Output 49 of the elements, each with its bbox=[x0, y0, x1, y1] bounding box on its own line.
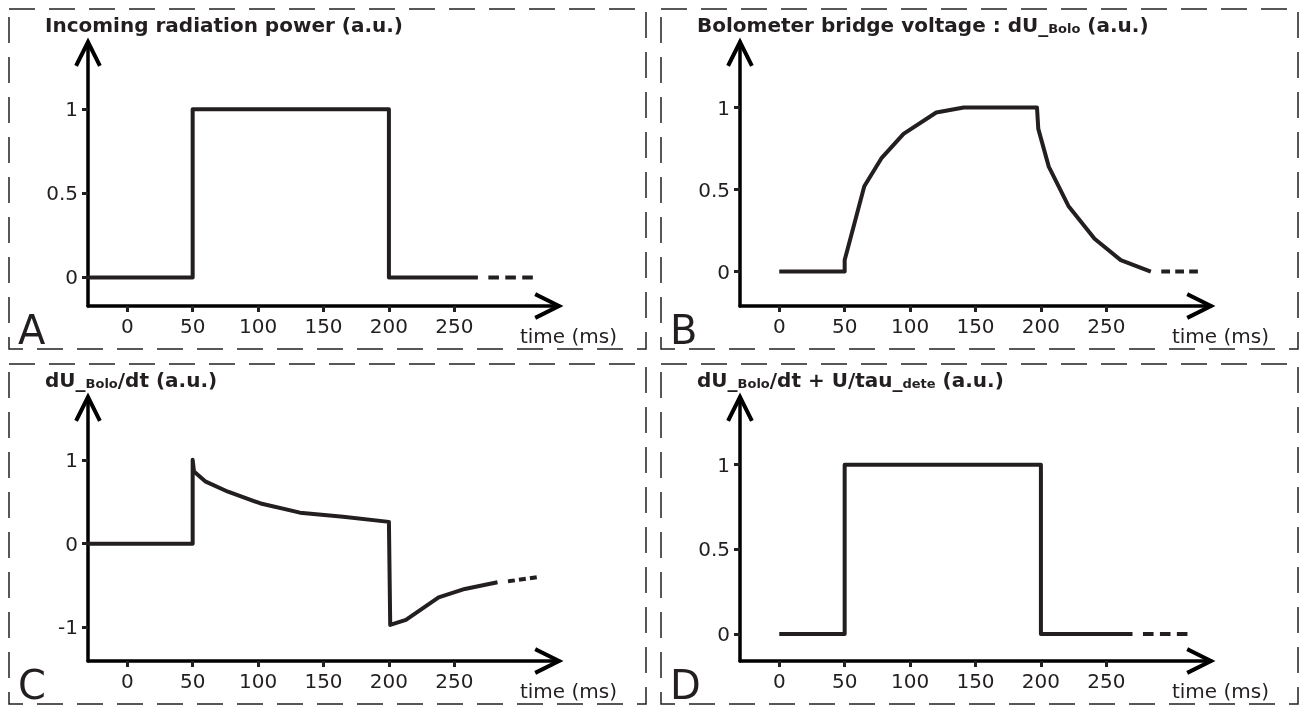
x-tick-label: 100 bbox=[890, 314, 930, 338]
x-tick-label: 200 bbox=[1021, 314, 1061, 338]
x-tick-label: 150 bbox=[956, 314, 995, 338]
x-tick-label: 150 bbox=[304, 669, 343, 693]
x-tick-label: 150 bbox=[956, 669, 995, 693]
chart-title: dU_Bolo/dt + U/tau_dete (a.u.) bbox=[697, 368, 1004, 392]
text: A bbox=[18, 307, 46, 353]
y-tick-label: -1 bbox=[58, 615, 78, 640]
x-tick-label: 100 bbox=[890, 669, 930, 693]
chart-title: Incoming radiation power (a.u.) bbox=[45, 13, 404, 37]
chart-title: Bolometer bridge voltage : dU_Bolo (a.u.) bbox=[697, 13, 1149, 37]
x-tick-label: 150 bbox=[304, 314, 343, 338]
x-tick-label: 50 bbox=[179, 669, 206, 693]
x-tick-label: 250 bbox=[1087, 314, 1126, 338]
text: D bbox=[670, 662, 701, 708]
x-tick-label: 50 bbox=[831, 669, 858, 693]
x-axis-title: time (ms) bbox=[519, 679, 618, 703]
x-tick-label: 250 bbox=[1087, 669, 1126, 693]
x-tick-label: 50 bbox=[831, 314, 858, 338]
x-axis-title: time (ms) bbox=[1171, 679, 1270, 703]
x-tick-label: 50 bbox=[179, 314, 206, 338]
y-tick-label: 1 bbox=[717, 95, 730, 120]
y-tick-label: 0.5 bbox=[698, 177, 730, 202]
x-axis-title: time (ms) bbox=[519, 324, 618, 348]
text: C bbox=[18, 662, 46, 708]
x-tick-label: 250 bbox=[435, 669, 474, 693]
x-tick-label: 0 bbox=[120, 314, 134, 338]
x-tick-label: 200 bbox=[369, 669, 409, 693]
x-tick-label: 200 bbox=[369, 314, 409, 338]
y-tick-label: 0 bbox=[717, 259, 730, 284]
x-tick-label: 250 bbox=[435, 314, 474, 338]
x-tick-label: 0 bbox=[772, 669, 786, 693]
chart-title: dU_Bolo/dt (a.u.) bbox=[45, 368, 218, 392]
y-tick-label: 0 bbox=[65, 265, 78, 290]
y-tick-label: 0 bbox=[65, 531, 78, 556]
y-tick-label: 0.5 bbox=[46, 181, 78, 206]
x-tick-label: 100 bbox=[238, 314, 278, 338]
y-tick-label: 0.5 bbox=[698, 537, 730, 562]
x-tick-label: 100 bbox=[238, 669, 278, 693]
y-tick-label: 1 bbox=[65, 447, 78, 472]
x-tick-label: 0 bbox=[120, 669, 134, 693]
x-tick-label: 0 bbox=[772, 314, 786, 338]
y-tick-label: 1 bbox=[65, 97, 78, 122]
y-tick-label: 0 bbox=[717, 621, 730, 646]
line-series bbox=[777, 105, 1153, 274]
x-axis-title: time (ms) bbox=[1171, 324, 1270, 348]
y-tick-label: 1 bbox=[717, 452, 730, 477]
x-tick-label: 200 bbox=[1021, 669, 1061, 693]
text: B bbox=[670, 307, 698, 353]
